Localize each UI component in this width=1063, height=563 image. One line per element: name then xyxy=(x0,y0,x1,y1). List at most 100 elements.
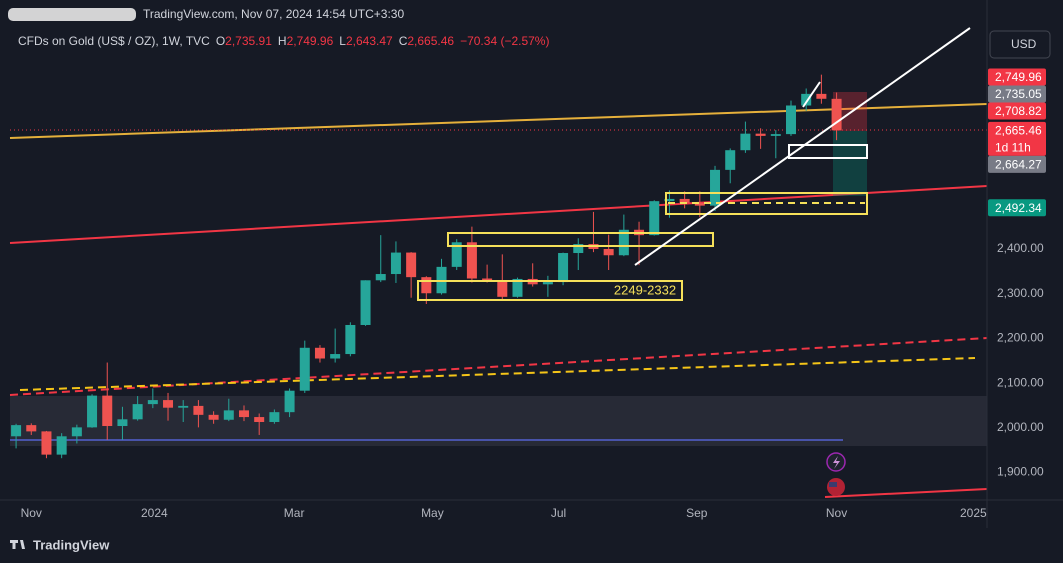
candle-body xyxy=(603,248,614,256)
candle-body xyxy=(421,277,432,294)
candle-body xyxy=(314,347,325,359)
x-tick-label: Nov xyxy=(21,506,42,520)
zone-box xyxy=(665,192,868,215)
candle-body xyxy=(238,410,249,418)
candle-body xyxy=(345,324,356,355)
candle-body xyxy=(649,201,660,236)
candle-body xyxy=(725,150,736,170)
x-tick-label: Jul xyxy=(551,506,566,520)
candle-body xyxy=(801,93,812,106)
candle-body xyxy=(375,274,386,281)
axes: 1,900.00 2,000.00 2,100.00 2,200.00 2,300.00… xyxy=(21,241,1044,520)
candle-body xyxy=(87,395,98,428)
price-label: 2,664.27 xyxy=(995,157,1042,171)
y-tick-label: 2,000.00 xyxy=(997,420,1044,434)
ohlc-key: C xyxy=(399,34,408,48)
candle-body xyxy=(740,133,751,151)
candle-body xyxy=(618,229,629,256)
candle-body xyxy=(56,436,67,455)
candle-body xyxy=(785,105,796,135)
x-tick-label: Sep xyxy=(686,506,708,520)
redacted-user xyxy=(8,8,136,21)
candle-body xyxy=(390,252,401,275)
candles xyxy=(11,74,842,459)
currency-button[interactable] xyxy=(989,30,1051,59)
candle-body xyxy=(360,280,371,325)
y-tick-label: 1,900.00 xyxy=(997,465,1044,479)
price-label: 2,665.46 xyxy=(995,123,1042,137)
candle-body xyxy=(573,244,584,254)
countdown: 1d 11h xyxy=(995,140,1031,154)
candle-body xyxy=(208,414,219,420)
ohlc-key: O xyxy=(216,34,225,48)
candle-body xyxy=(664,198,675,202)
trend-line xyxy=(802,81,821,108)
x-tick-label: Mar xyxy=(284,506,305,520)
symbol-name: CFDs on Gold (US$ / OZ), 1W, TVC xyxy=(18,34,210,48)
trend-line xyxy=(824,488,988,498)
candle-body xyxy=(178,405,189,408)
price-label-box xyxy=(988,155,1046,173)
candle-body xyxy=(163,400,174,408)
ohlc-value: 2,735.91 xyxy=(225,34,272,48)
candle-body xyxy=(299,347,310,391)
candle-body xyxy=(512,278,523,297)
header: TradingView.com, Nov 07, 2024 14:54 UTC+… xyxy=(143,7,404,21)
candle-body xyxy=(102,395,113,427)
event-icon-glyph xyxy=(833,456,840,469)
candle-body xyxy=(284,390,295,413)
y-tick-label: 2,100.00 xyxy=(997,375,1044,389)
candle-body xyxy=(466,242,477,279)
trend-line xyxy=(9,103,988,139)
candle-body xyxy=(679,198,690,203)
dashed-trend xyxy=(9,337,988,396)
candle-body xyxy=(269,412,280,422)
trend-line xyxy=(9,185,988,244)
candle-body xyxy=(816,93,827,99)
price-label: 2,492.34 xyxy=(995,201,1042,215)
candle-body xyxy=(770,134,781,136)
target-zone xyxy=(833,131,867,196)
y-tick-label: 2,400.00 xyxy=(997,241,1044,255)
legend-line: CFDs on Gold (US$ / OZ), 1W, TVC O2,735.9… xyxy=(18,34,549,48)
candle-body xyxy=(26,425,37,432)
candle-body xyxy=(831,98,842,131)
logo xyxy=(10,540,25,549)
legend: CFDs on Gold (US$ / OZ), 1W, TVC O2,735.9… xyxy=(18,34,549,48)
candle-body xyxy=(406,252,417,278)
x-tick-label: 2024 xyxy=(141,506,168,520)
y-tick-label: 2,200.00 xyxy=(997,331,1044,345)
price-labels: 2,749.96 2,735.05 2,708.82 2,665.46 1d 11h 2,… xyxy=(988,68,1046,217)
ohlc-value: 2,749.96 xyxy=(287,34,334,48)
footer: TradingView xyxy=(33,537,110,552)
candle-body xyxy=(451,242,462,267)
candle-body xyxy=(558,253,569,283)
candle-body xyxy=(694,202,705,206)
zone-box xyxy=(788,144,868,159)
price-label: 2,749.96 xyxy=(995,70,1042,84)
currency: USD xyxy=(1011,37,1037,51)
zone-box xyxy=(417,280,683,301)
zone-box xyxy=(447,232,714,247)
change: −70.34 (−2.57%) xyxy=(460,34,549,48)
price-label: 2,735.05 xyxy=(995,87,1042,101)
candle-body xyxy=(132,404,143,420)
candle-body xyxy=(223,410,234,420)
y-tick-label: 2,300.00 xyxy=(997,286,1044,300)
price-label-box xyxy=(988,102,1046,120)
x-tick-label: Nov xyxy=(826,506,847,520)
ohlc-value: 2,665.46 xyxy=(407,34,454,48)
candle-body xyxy=(117,419,128,427)
price-label-box xyxy=(988,121,1046,156)
ohlc-key: L xyxy=(339,34,346,48)
candle-body xyxy=(710,169,721,206)
candle-body xyxy=(330,354,341,359)
candle-body xyxy=(11,425,22,437)
candle-body xyxy=(193,405,204,415)
ohlc-value: 2,643.47 xyxy=(346,34,393,48)
candle-body xyxy=(542,282,553,285)
price-label-box xyxy=(988,85,1046,103)
candle-body xyxy=(147,400,158,405)
